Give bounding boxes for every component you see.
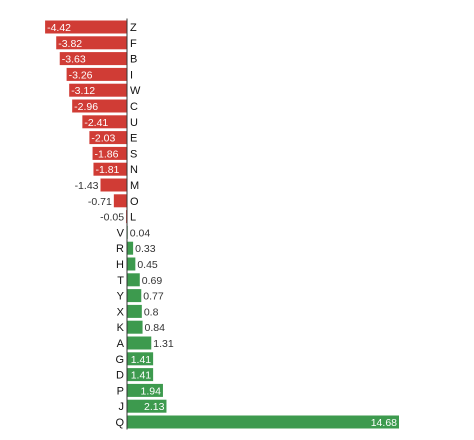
- category-label-Q: Q: [115, 417, 124, 429]
- labels-group: Z -4.42 F -3.82 B -3.63 I -3.26 W -3.12 C -2.96 U -2.…: [47, 22, 397, 429]
- value-label-W: -3.12: [71, 85, 95, 97]
- category-label-R: R: [116, 243, 124, 255]
- value-label-P: 1.94: [141, 385, 162, 397]
- category-label-O: O: [130, 196, 139, 208]
- value-label-L: -0.05: [100, 212, 124, 224]
- bar-O: [113, 194, 127, 208]
- category-label-J: J: [119, 401, 125, 413]
- category-label-N: N: [130, 164, 138, 176]
- value-label-A: 1.31: [153, 338, 174, 350]
- category-label-S: S: [130, 148, 137, 160]
- value-label-V: 0.04: [130, 227, 151, 239]
- value-label-Z: -4.42: [47, 22, 71, 34]
- bar-F: [56, 36, 127, 50]
- bar-I: [66, 67, 127, 81]
- bar-P: [127, 383, 163, 397]
- category-label-I: I: [130, 69, 133, 81]
- value-label-C: -2.96: [74, 101, 98, 113]
- value-label-O: -0.71: [88, 196, 112, 208]
- value-label-X: 0.8: [144, 306, 159, 318]
- category-label-H: H: [116, 259, 124, 271]
- bar-J: [127, 399, 167, 413]
- category-label-M: M: [130, 180, 139, 192]
- category-label-D: D: [116, 370, 124, 382]
- category-label-G: G: [115, 354, 124, 366]
- value-label-M: -1.43: [75, 180, 99, 192]
- bar-K: [127, 320, 143, 334]
- bar-H: [127, 257, 136, 271]
- bar-E: [89, 131, 127, 145]
- bar-M: [100, 178, 127, 192]
- value-label-I: -3.26: [69, 69, 93, 81]
- category-label-P: P: [117, 385, 124, 397]
- category-label-C: C: [130, 101, 138, 113]
- bar-U: [82, 115, 127, 129]
- value-label-T: 0.69: [142, 275, 163, 287]
- value-label-G: 1.41: [131, 354, 152, 366]
- bar-X: [127, 304, 142, 318]
- category-label-E: E: [130, 133, 137, 145]
- bar-A: [127, 336, 152, 350]
- category-label-Y: Y: [117, 291, 125, 303]
- category-label-B: B: [130, 54, 137, 66]
- bars-group: [45, 20, 399, 429]
- bar-R: [127, 241, 134, 255]
- value-label-N: -1.81: [95, 164, 119, 176]
- bar-B: [59, 52, 127, 66]
- bar-D: [127, 368, 154, 382]
- value-label-S: -1.86: [95, 148, 119, 160]
- bar-T: [127, 273, 140, 287]
- value-label-H: 0.45: [137, 259, 158, 271]
- value-label-E: -2.03: [91, 133, 115, 145]
- bar-Q: [127, 415, 399, 429]
- bar-C: [72, 99, 127, 113]
- value-label-B: -3.63: [62, 54, 86, 66]
- value-label-Q: 14.68: [371, 417, 397, 429]
- category-label-X: X: [117, 306, 125, 318]
- value-label-F: -3.82: [58, 38, 82, 50]
- bar-Y: [127, 289, 142, 303]
- category-label-L: L: [130, 212, 136, 224]
- value-label-R: 0.33: [135, 243, 156, 255]
- category-label-K: K: [117, 322, 125, 334]
- category-label-U: U: [130, 117, 138, 129]
- value-label-U: -2.41: [84, 117, 108, 129]
- value-label-K: 0.84: [145, 322, 166, 334]
- value-label-D: 1.41: [131, 370, 152, 382]
- bar-G: [127, 352, 154, 366]
- category-label-Z: Z: [130, 22, 137, 34]
- bar-Z: [45, 20, 127, 34]
- category-label-V: V: [117, 227, 125, 239]
- bar-N: [93, 162, 127, 176]
- category-label-F: F: [130, 38, 137, 50]
- value-label-Y: 0.77: [143, 291, 164, 303]
- bar-S: [92, 146, 127, 160]
- category-label-W: W: [130, 85, 141, 97]
- category-label-A: A: [117, 338, 125, 350]
- value-label-J: 2.13: [144, 401, 165, 413]
- category-label-T: T: [117, 275, 124, 287]
- bar-W: [69, 83, 127, 97]
